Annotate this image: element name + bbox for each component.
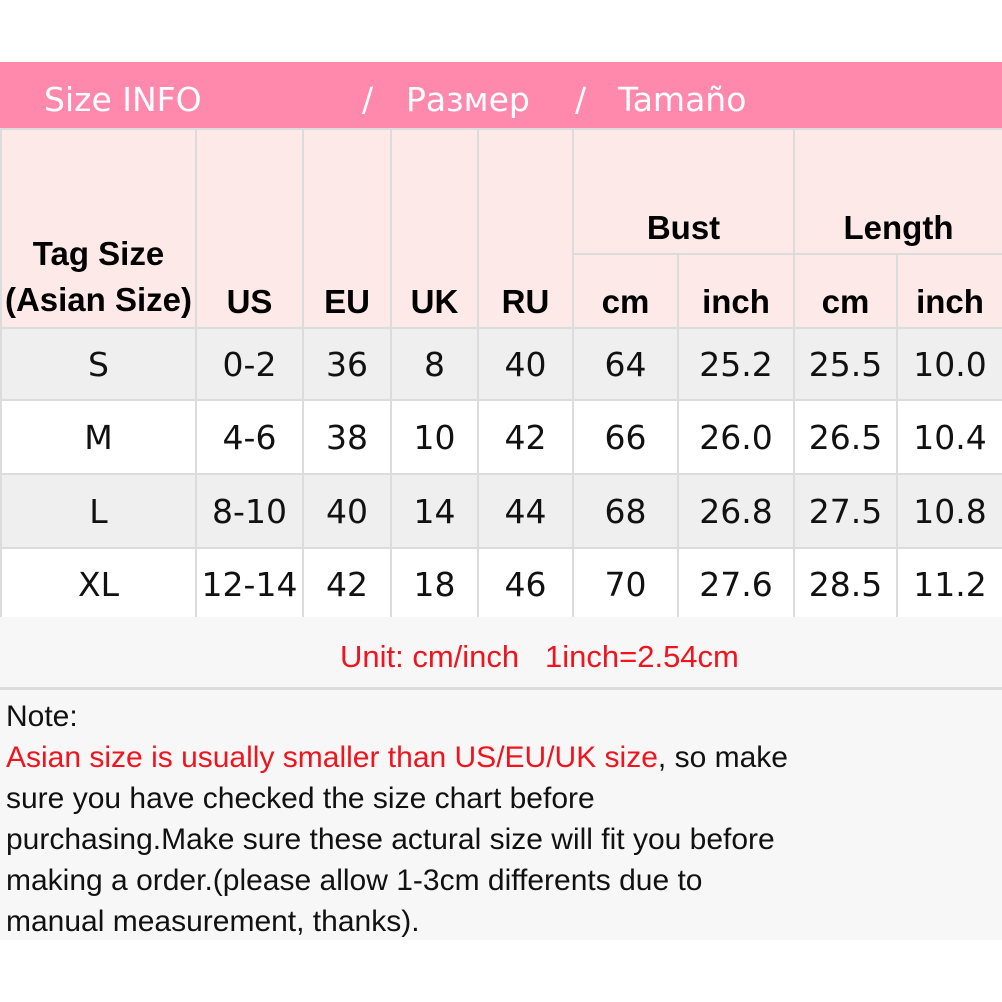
table-row: XL 12-14 42 18 46 70 27.6 28.5 11.2 xyxy=(0,547,1002,621)
header-uk: UK xyxy=(390,128,479,329)
unit-row: Unit: cm/inch 1inch=2.54cm xyxy=(0,617,1002,690)
table-cell: 64 xyxy=(572,327,679,401)
header-length-inch: inch xyxy=(895,253,1002,329)
banner-es: Tamaño xyxy=(618,80,747,119)
table-cell: 42 xyxy=(302,547,392,621)
note-text: , so make xyxy=(657,741,788,774)
table-cell: 10.0 xyxy=(895,327,1002,401)
table-cell: 40 xyxy=(477,327,574,401)
note-label: Note: xyxy=(6,700,78,733)
table-cell: 42 xyxy=(477,399,574,475)
table-cell: XL xyxy=(0,547,197,621)
note-text: manual measurement, thanks). xyxy=(6,905,420,938)
size-info-banner: Size INFO / Размер / Tamaño xyxy=(0,62,1002,128)
table-cell: 26.0 xyxy=(677,399,795,475)
table-cell: S xyxy=(0,327,197,401)
table-cell: 4-6 xyxy=(195,399,304,475)
table-cell: 68 xyxy=(572,473,679,549)
table-row: S 0-2 36 8 40 64 25.2 25.5 10.0 xyxy=(0,327,1002,401)
header-length-cm: cm xyxy=(793,253,898,329)
table-cell: 10.4 xyxy=(895,399,1002,475)
table-cell: 70 xyxy=(572,547,679,621)
table-cell: 10 xyxy=(390,399,479,475)
header-eu: EU xyxy=(302,128,392,329)
header-ru: RU xyxy=(477,128,574,329)
table-cell: 12-14 xyxy=(195,547,304,621)
table-cell: L xyxy=(0,473,197,549)
table-cell: 40 xyxy=(302,473,392,549)
table-cell: 26.5 xyxy=(793,399,898,475)
table-cell: 25.5 xyxy=(793,327,898,401)
header-bust: Bust xyxy=(572,128,795,255)
table-cell: 11.2 xyxy=(895,547,1002,621)
banner-title: Size INFO xyxy=(44,80,202,119)
table-cell: 36 xyxy=(302,327,392,401)
note-text: making a order.(please allow 1-3cm diffe… xyxy=(6,864,703,897)
header-us: US xyxy=(195,128,304,329)
table-cell: 27.5 xyxy=(793,473,898,549)
header-bust-cm: cm xyxy=(572,253,679,329)
table-cell: 28.5 xyxy=(793,547,898,621)
table-cell: 26.8 xyxy=(677,473,795,549)
table-cell: 66 xyxy=(572,399,679,475)
table-cell: 8 xyxy=(390,327,479,401)
table-cell: 27.6 xyxy=(677,547,795,621)
table-row: M 4-6 38 10 42 66 26.0 26.5 10.4 xyxy=(0,399,1002,475)
banner-ru: Размер xyxy=(406,80,530,119)
header-bust-inch: inch xyxy=(677,253,795,329)
size-table: Tag Size (Asian Size) US EU UK RU Bust L… xyxy=(0,128,1002,621)
header-tag-size: Tag Size (Asian Size) xyxy=(0,128,197,329)
table-row: L 8-10 40 14 44 68 26.8 27.5 10.8 xyxy=(0,473,1002,549)
note-text: sure you have checked the size chart bef… xyxy=(6,782,595,815)
note-warning: Asian size is usually smaller than US/EU… xyxy=(6,741,658,774)
table-cell: 8-10 xyxy=(195,473,304,549)
note-section: Note: Asian size is usually smaller than… xyxy=(0,690,1002,940)
table-cell: 18 xyxy=(390,547,479,621)
table-cell: M xyxy=(0,399,197,475)
table-cell: 0-2 xyxy=(195,327,304,401)
table-cell: 10.8 xyxy=(895,473,1002,549)
table-cell: 44 xyxy=(477,473,574,549)
banner-sep: / xyxy=(575,80,587,119)
table-cell: 14 xyxy=(390,473,479,549)
banner-sep: / xyxy=(362,80,374,119)
note-text: purchasing.Make sure these actural size … xyxy=(6,823,775,856)
header-length: Length xyxy=(792,128,1002,255)
table-cell: 25.2 xyxy=(677,327,795,401)
table-cell: 38 xyxy=(302,399,392,475)
table-cell: 46 xyxy=(477,547,574,621)
unit-text: Unit: cm/inch 1inch=2.54cm xyxy=(340,639,739,674)
